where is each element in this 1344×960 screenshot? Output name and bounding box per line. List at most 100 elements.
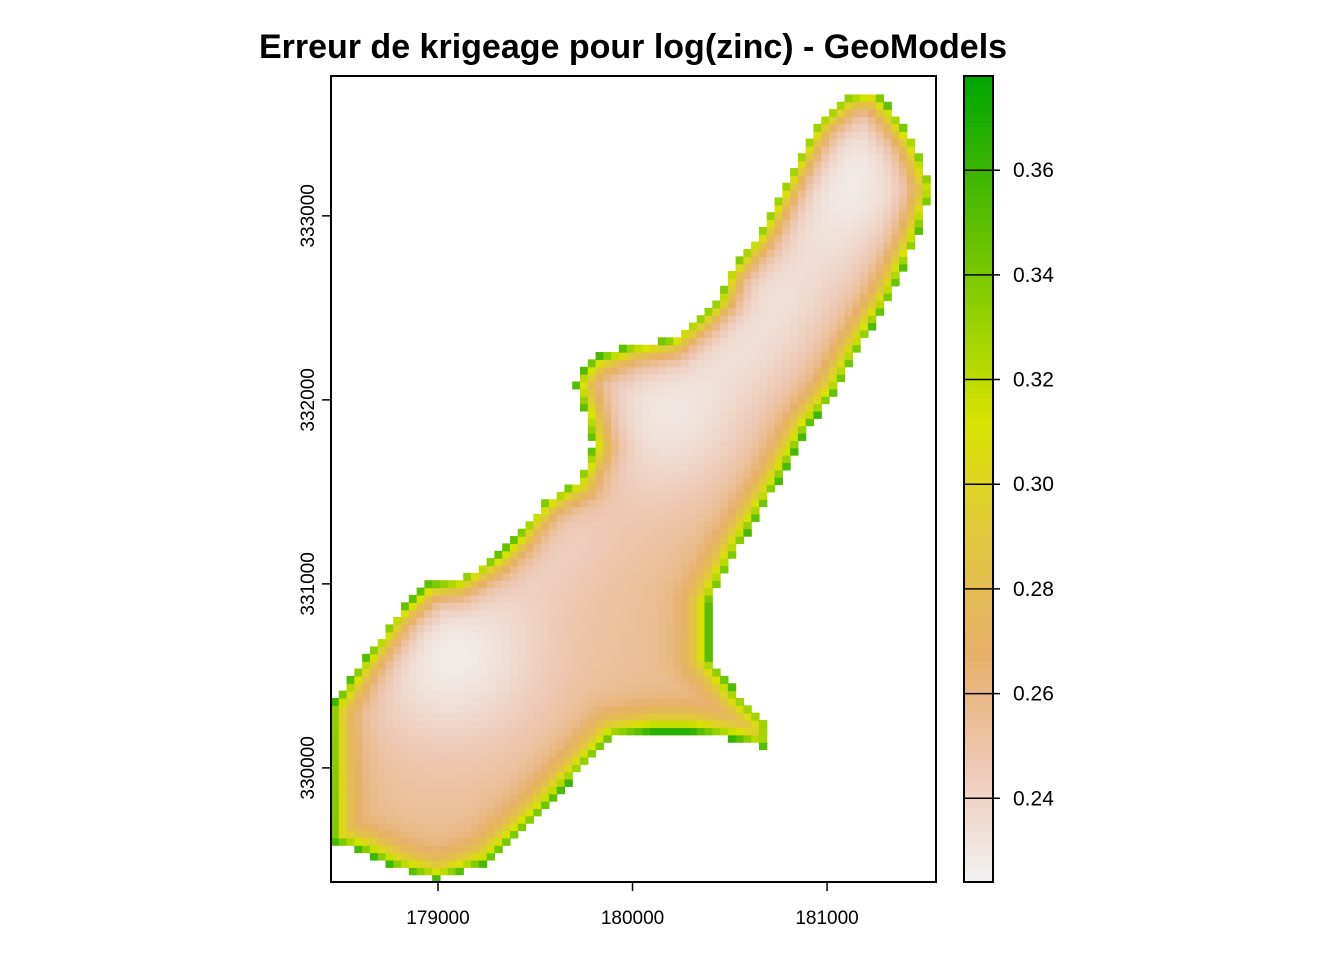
heatmap-cell [611,712,620,721]
heatmap-cell [587,455,597,464]
heatmap-cell [852,278,861,287]
heatmap-cell [844,271,853,280]
heatmap-cell [650,425,659,434]
heatmap-cell [860,168,869,176]
heatmap-cell [883,285,892,294]
heatmap-cell [611,359,620,368]
heatmap-cell [883,101,892,110]
heatmap-cell [618,668,628,677]
heatmap-cell [696,565,706,574]
heatmap-cell [821,248,830,257]
heatmap-cell [377,778,387,787]
heatmap-cell [650,418,659,427]
heatmap-cell [650,352,659,360]
heatmap-cell [712,550,721,559]
heatmap-cell [751,506,760,515]
heatmap-cell [704,491,713,500]
heatmap-cell [829,175,838,184]
heatmap-cell [642,388,651,397]
colorbar-tick-label: 0.34 [1013,264,1054,287]
heatmap-cell [494,727,503,736]
heatmap-cell [688,513,698,522]
heatmap-cell [704,307,713,316]
heatmap-cell [681,418,690,427]
heatmap-cell [595,374,604,383]
heatmap-cell [665,690,674,699]
colorbar-segment [964,705,993,712]
heatmap-cell [720,396,729,405]
heatmap-cell [603,418,612,427]
heatmap-cell [541,756,550,765]
heatmap-cell [502,646,511,655]
heatmap-cell [720,565,729,574]
heatmap-cell [525,697,534,706]
heatmap-cell [541,631,550,640]
heatmap-cell [369,764,379,773]
heatmap-cell [478,683,488,692]
heatmap-cell [875,212,885,221]
heatmap-cell [478,764,488,773]
heatmap-cell [494,558,503,567]
heatmap-cell [424,675,433,684]
colorbar-segment [964,111,993,117]
heatmap-cell [735,307,745,316]
heatmap-cell [681,558,690,567]
heatmap-cell [564,624,573,633]
heatmap-cell [393,837,402,846]
heatmap-cell [595,720,604,729]
heatmap-cell [782,462,791,471]
heatmap-cell [758,307,768,316]
heatmap-cell [385,749,394,758]
heatmap-cell [471,793,480,802]
heatmap-cell [517,653,527,662]
heatmap-cell [720,329,729,338]
colorbar-segment [964,212,993,218]
heatmap-cell [743,337,752,346]
heatmap-cell [595,690,604,699]
heatmap-cell [455,653,464,662]
heatmap-cell [696,528,706,537]
heatmap-cell [634,499,643,508]
heatmap-cell [580,690,589,699]
heatmap-cell [829,322,838,331]
heatmap-cell [439,653,449,662]
heatmap-cell [704,462,713,471]
heatmap-cell [688,374,698,383]
heatmap-cell [688,410,698,419]
heatmap-cell [533,550,542,559]
heatmap-cell [362,815,371,824]
heatmap-cell [595,506,604,515]
x-tick-label: 179000 [406,908,469,929]
heatmap-cell [813,160,822,169]
heatmap-cell [688,631,698,640]
heatmap-cell [743,248,752,257]
heatmap-cell [377,675,387,684]
heatmap-cell [533,521,542,530]
heatmap-cell [673,550,682,559]
heatmap-cell [891,153,900,162]
heatmap-cell [720,300,729,309]
heatmap-cell [634,469,643,478]
heatmap-cell [665,484,674,493]
heatmap-cell [509,720,519,729]
heatmap-cell [650,609,659,618]
heatmap-cell [603,499,612,508]
heatmap-cell [782,219,791,228]
heatmap-cell [673,388,682,397]
heatmap-cell [844,168,853,176]
heatmap-cell [821,271,830,280]
colorbar-segment [964,322,993,329]
heatmap-cell [914,197,923,206]
heatmap-cell [478,793,488,802]
heatmap-cell [354,808,363,817]
heatmap-cell [735,366,745,375]
heatmap-cell [743,447,752,456]
heatmap-cell [634,418,643,427]
colorbar-segment [964,146,993,153]
heatmap-cell [533,646,542,655]
heatmap-cell [743,381,752,390]
heatmap-cell [657,528,667,537]
heatmap-cell [634,388,643,397]
heatmap-cell [626,396,636,405]
heatmap-cell [688,344,698,353]
